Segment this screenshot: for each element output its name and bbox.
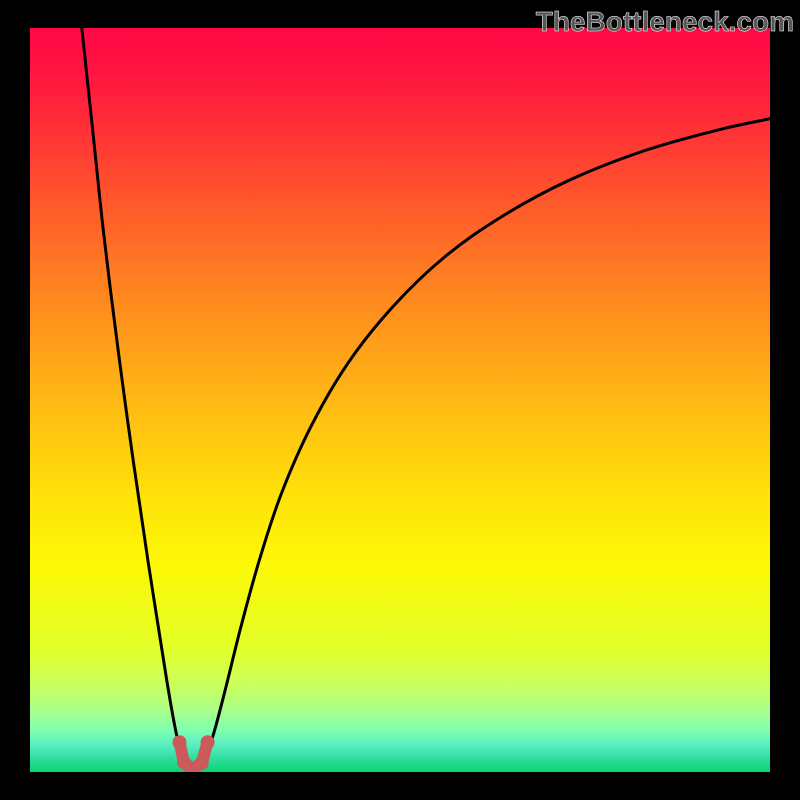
chart-svg bbox=[0, 0, 800, 800]
watermark-text: TheBottleneck.com bbox=[536, 6, 794, 38]
